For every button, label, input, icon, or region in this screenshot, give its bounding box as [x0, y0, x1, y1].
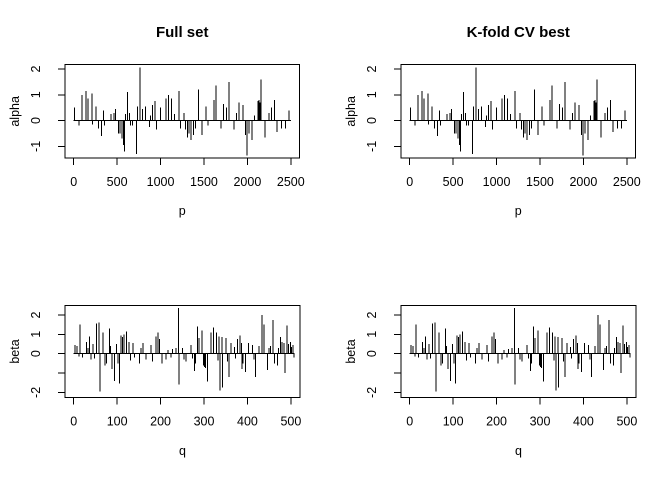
- x-axis-label: p: [515, 204, 522, 218]
- x-tick-label: 500: [616, 415, 637, 429]
- x-tick-label: 200: [150, 415, 171, 429]
- plot-box: [64, 64, 300, 159]
- y-axis-label: beta: [344, 339, 358, 363]
- x-tick-label: 2500: [277, 175, 305, 189]
- y-tick-label: 1: [365, 331, 379, 338]
- spike-series-alpha: [74, 67, 290, 156]
- y-axis-label: alpha: [344, 96, 358, 127]
- x-tick-label: 0: [70, 175, 77, 189]
- x-axis-label: q: [179, 444, 186, 458]
- plot-box: [64, 304, 301, 399]
- x-axis-label: q: [515, 444, 522, 458]
- y-tick-label: -2: [365, 387, 379, 398]
- plot-box: [400, 304, 637, 399]
- y-axis-label: alpha: [8, 96, 22, 127]
- x-tick-label: 1500: [190, 175, 218, 189]
- y-tick-label: 2: [365, 65, 379, 72]
- x-tick-label: 500: [280, 415, 301, 429]
- x-tick-label: 1500: [526, 175, 554, 189]
- panel-kfold-cv-best-alpha: 0 500 1000 1500 2000 2500 -1 0 1 2 K-fold CV best p…: [344, 24, 641, 218]
- y-tick-label: -2: [29, 387, 43, 398]
- y-tick-label: 1: [29, 91, 43, 98]
- spike-series-beta: [74, 308, 295, 392]
- y-tick-label: 1: [29, 331, 43, 338]
- x-axis-label: p: [179, 204, 186, 218]
- x-tick-label: 200: [486, 415, 507, 429]
- x-tick-label: 2000: [569, 175, 597, 189]
- y-tick-label: 2: [365, 311, 379, 318]
- x-tick-label: 400: [237, 415, 258, 429]
- x-tick-label: 100: [443, 415, 464, 429]
- x-tick-label: 300: [530, 415, 551, 429]
- panel-kfold-cv-best-beta: 0 100 200 300 400 500 -2 0 1 2 q beta: [344, 304, 637, 458]
- x-tick-label: 0: [406, 415, 413, 429]
- x-tick-label: 2500: [613, 175, 641, 189]
- x-tick-label: 1000: [483, 175, 511, 189]
- x-tick-label: 100: [107, 415, 128, 429]
- y-axis-label: beta: [8, 339, 22, 363]
- y-tick-label: -1: [365, 141, 379, 152]
- y-tick-label: 1: [365, 91, 379, 98]
- x-tick-label: 0: [70, 415, 77, 429]
- y-tick-label: 2: [29, 311, 43, 318]
- y-tick-label: 0: [29, 117, 43, 124]
- x-tick-label: 0: [406, 175, 413, 189]
- x-tick-label: 300: [194, 415, 215, 429]
- y-tick-label: -1: [29, 141, 43, 152]
- y-tick-label: 2: [29, 65, 43, 72]
- panel-title: K-fold CV best: [467, 24, 570, 41]
- y-tick-label: 0: [365, 350, 379, 357]
- x-tick-label: 500: [107, 175, 128, 189]
- x-tick-label: 1000: [147, 175, 175, 189]
- x-tick-label: 2000: [233, 175, 261, 189]
- spike-series-alpha: [410, 67, 626, 156]
- x-tick-label: 500: [443, 175, 464, 189]
- x-tick-label: 400: [573, 415, 594, 429]
- plot-box: [400, 64, 636, 159]
- panel-title: Full set: [156, 24, 209, 41]
- panel-full-set-beta: 0 100 200 300 400 500 -2 0 1 2 q beta: [8, 304, 301, 458]
- y-tick-label: 0: [365, 117, 379, 124]
- panel-full-set-alpha: 0 500 1000 1500 2000 2500 -1 0 1 2 Full set p alpha: [8, 24, 305, 218]
- spike-series-beta: [410, 308, 631, 392]
- y-tick-label: 0: [29, 350, 43, 357]
